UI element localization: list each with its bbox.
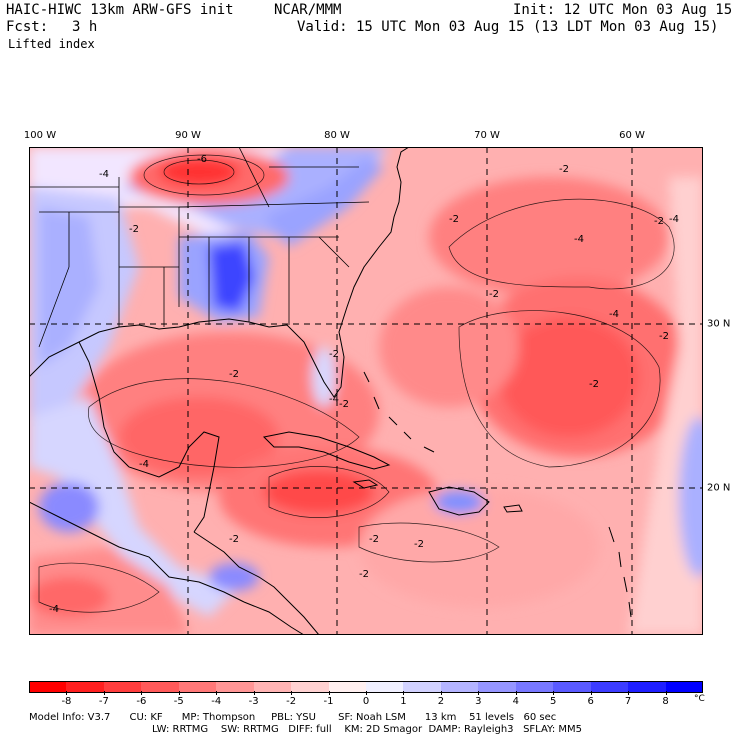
colorbar-segment (178, 681, 217, 693)
colorbar-segment (665, 681, 704, 693)
contour-label: -4 (609, 309, 619, 320)
lat-label-30n: 30 N (707, 318, 731, 330)
colorbar-label: -5 (173, 696, 184, 707)
model-title: HAIC-HIWC 13km ARW-GFS init (6, 2, 234, 18)
colorbar-unit: °C (694, 694, 705, 704)
model-info-line2: LW: RRTMG SW: RRTMG DIFF: full KM: 2D Sm… (152, 724, 582, 735)
colorbar-segment (103, 681, 142, 693)
lon-label-60w: 60 W (619, 130, 645, 141)
colorbar-segment (628, 681, 667, 693)
colorbar-tick (178, 691, 180, 695)
lon-label-90w: 90 W (175, 130, 201, 141)
colorbar-segment (253, 681, 292, 693)
colorbar-segment (440, 681, 479, 693)
colorbar-label: 7 (624, 696, 632, 707)
colorbar-tick (141, 691, 143, 695)
colorbar-label: 5 (550, 696, 557, 707)
lat-label-20n: 20 N (707, 482, 731, 494)
colorbar-segment (141, 681, 180, 693)
colorbar-segment (328, 681, 367, 693)
contour-label: -2 (414, 539, 424, 550)
colorbar-tick (103, 691, 105, 695)
colorbar-tick (515, 691, 517, 695)
colorbar-segment (216, 681, 255, 693)
forecast-hour: 3 h (72, 19, 98, 35)
contour-label: -2 (369, 534, 379, 545)
field-shading (29, 147, 703, 635)
colorbar-segment (515, 681, 554, 693)
map-frame (29, 147, 703, 635)
contour-label: -4 (669, 214, 679, 225)
contour-label: -2 (654, 216, 664, 227)
colorbar-label: -6 (136, 696, 147, 707)
coastlines (29, 147, 632, 635)
colorbar-label: 4 (512, 696, 519, 707)
colorbar-label: 3 (475, 696, 482, 707)
contour-label: -2 (359, 569, 369, 580)
colorbar-tick (291, 691, 293, 695)
colorbar-segment (590, 681, 629, 693)
colorbar-tick (328, 691, 330, 695)
contour-label: -4 (139, 459, 149, 470)
colorbar-label: -1 (323, 696, 334, 707)
field-name: Lifted index (8, 37, 95, 51)
contour-label: -2 (559, 164, 569, 175)
contour-labels: -6-4-2-2-4-2-2-2-2-4-4-2-2-4-2-2-2-2-4-2… (49, 154, 679, 615)
contour-label: -2 (129, 224, 139, 235)
lon-label-70w: 70 W (474, 130, 500, 141)
colorbar-label: -4 (211, 696, 222, 707)
organization: NCAR/MMM (274, 2, 342, 18)
contour-label: -2 (659, 331, 669, 342)
colorbar-tick (665, 691, 667, 695)
colorbar-segment (403, 681, 442, 693)
contours (38, 154, 675, 613)
contour-label: -4 (329, 394, 339, 405)
colorbar-tick (253, 691, 255, 695)
contour-label: -2 (329, 349, 339, 360)
forecast-label: Fcst: (6, 19, 49, 35)
colorbar-tick (590, 691, 592, 695)
colorbar-label: -8 (61, 696, 72, 707)
colorbar-tick (440, 691, 442, 695)
colorbar-label: -3 (248, 696, 259, 707)
contour-label: -2 (229, 534, 239, 545)
model-info-line1: Model Info: V3.7 CU: KF MP: Thompson PBL… (29, 712, 557, 723)
colorbar-tick (366, 691, 367, 695)
colorbar-label: 6 (587, 696, 594, 707)
colorbar-label: -2 (286, 696, 297, 707)
colorbar-tick (553, 691, 555, 695)
colorbar-label: 1 (400, 696, 407, 707)
colorbar-label: 0 (362, 696, 370, 707)
colorbar-segment (553, 681, 592, 693)
colorbar-segment (291, 681, 330, 693)
contour-label: -2 (449, 214, 459, 225)
state-borders (29, 147, 370, 348)
valid-time: Valid: 15 UTC Mon 03 Aug 15 (13 LDT Mon … (297, 19, 719, 35)
colorbar-segment (29, 681, 67, 693)
colorbar-label: 8 (662, 696, 669, 707)
colorbar-segment (366, 681, 404, 693)
contour-label: -2 (589, 379, 599, 390)
colorbar-tick (403, 691, 405, 695)
contour-label: -4 (574, 234, 584, 245)
contour-label: -2 (339, 399, 349, 410)
init-time: Init: 12 UTC Mon 03 Aug 15 (513, 2, 733, 18)
contour-label: -2 (229, 369, 239, 380)
contour-label: -4 (49, 604, 59, 615)
lifted-index-map: -6-4-2-2-4-2-2-2-2-4-4-2-2-4-2-2-2-2-4-2… (29, 147, 703, 635)
colorbar-label: 2 (437, 696, 445, 707)
colorbar-tick (66, 691, 68, 695)
colorbar-tick (478, 691, 480, 695)
lon-label-100w: 100 W (23, 130, 57, 141)
contour-label: -6 (197, 154, 207, 165)
colorbar-segment (66, 681, 105, 693)
colorbar-tick (216, 691, 218, 695)
contour-label: -2 (489, 289, 499, 300)
colorbar-tick (628, 691, 630, 695)
graticule (29, 147, 703, 635)
colorbar-label: -7 (98, 696, 109, 707)
contour-label: -4 (99, 169, 109, 180)
colorbar-segment (478, 681, 517, 693)
lon-label-80w: 80 W (324, 130, 350, 141)
